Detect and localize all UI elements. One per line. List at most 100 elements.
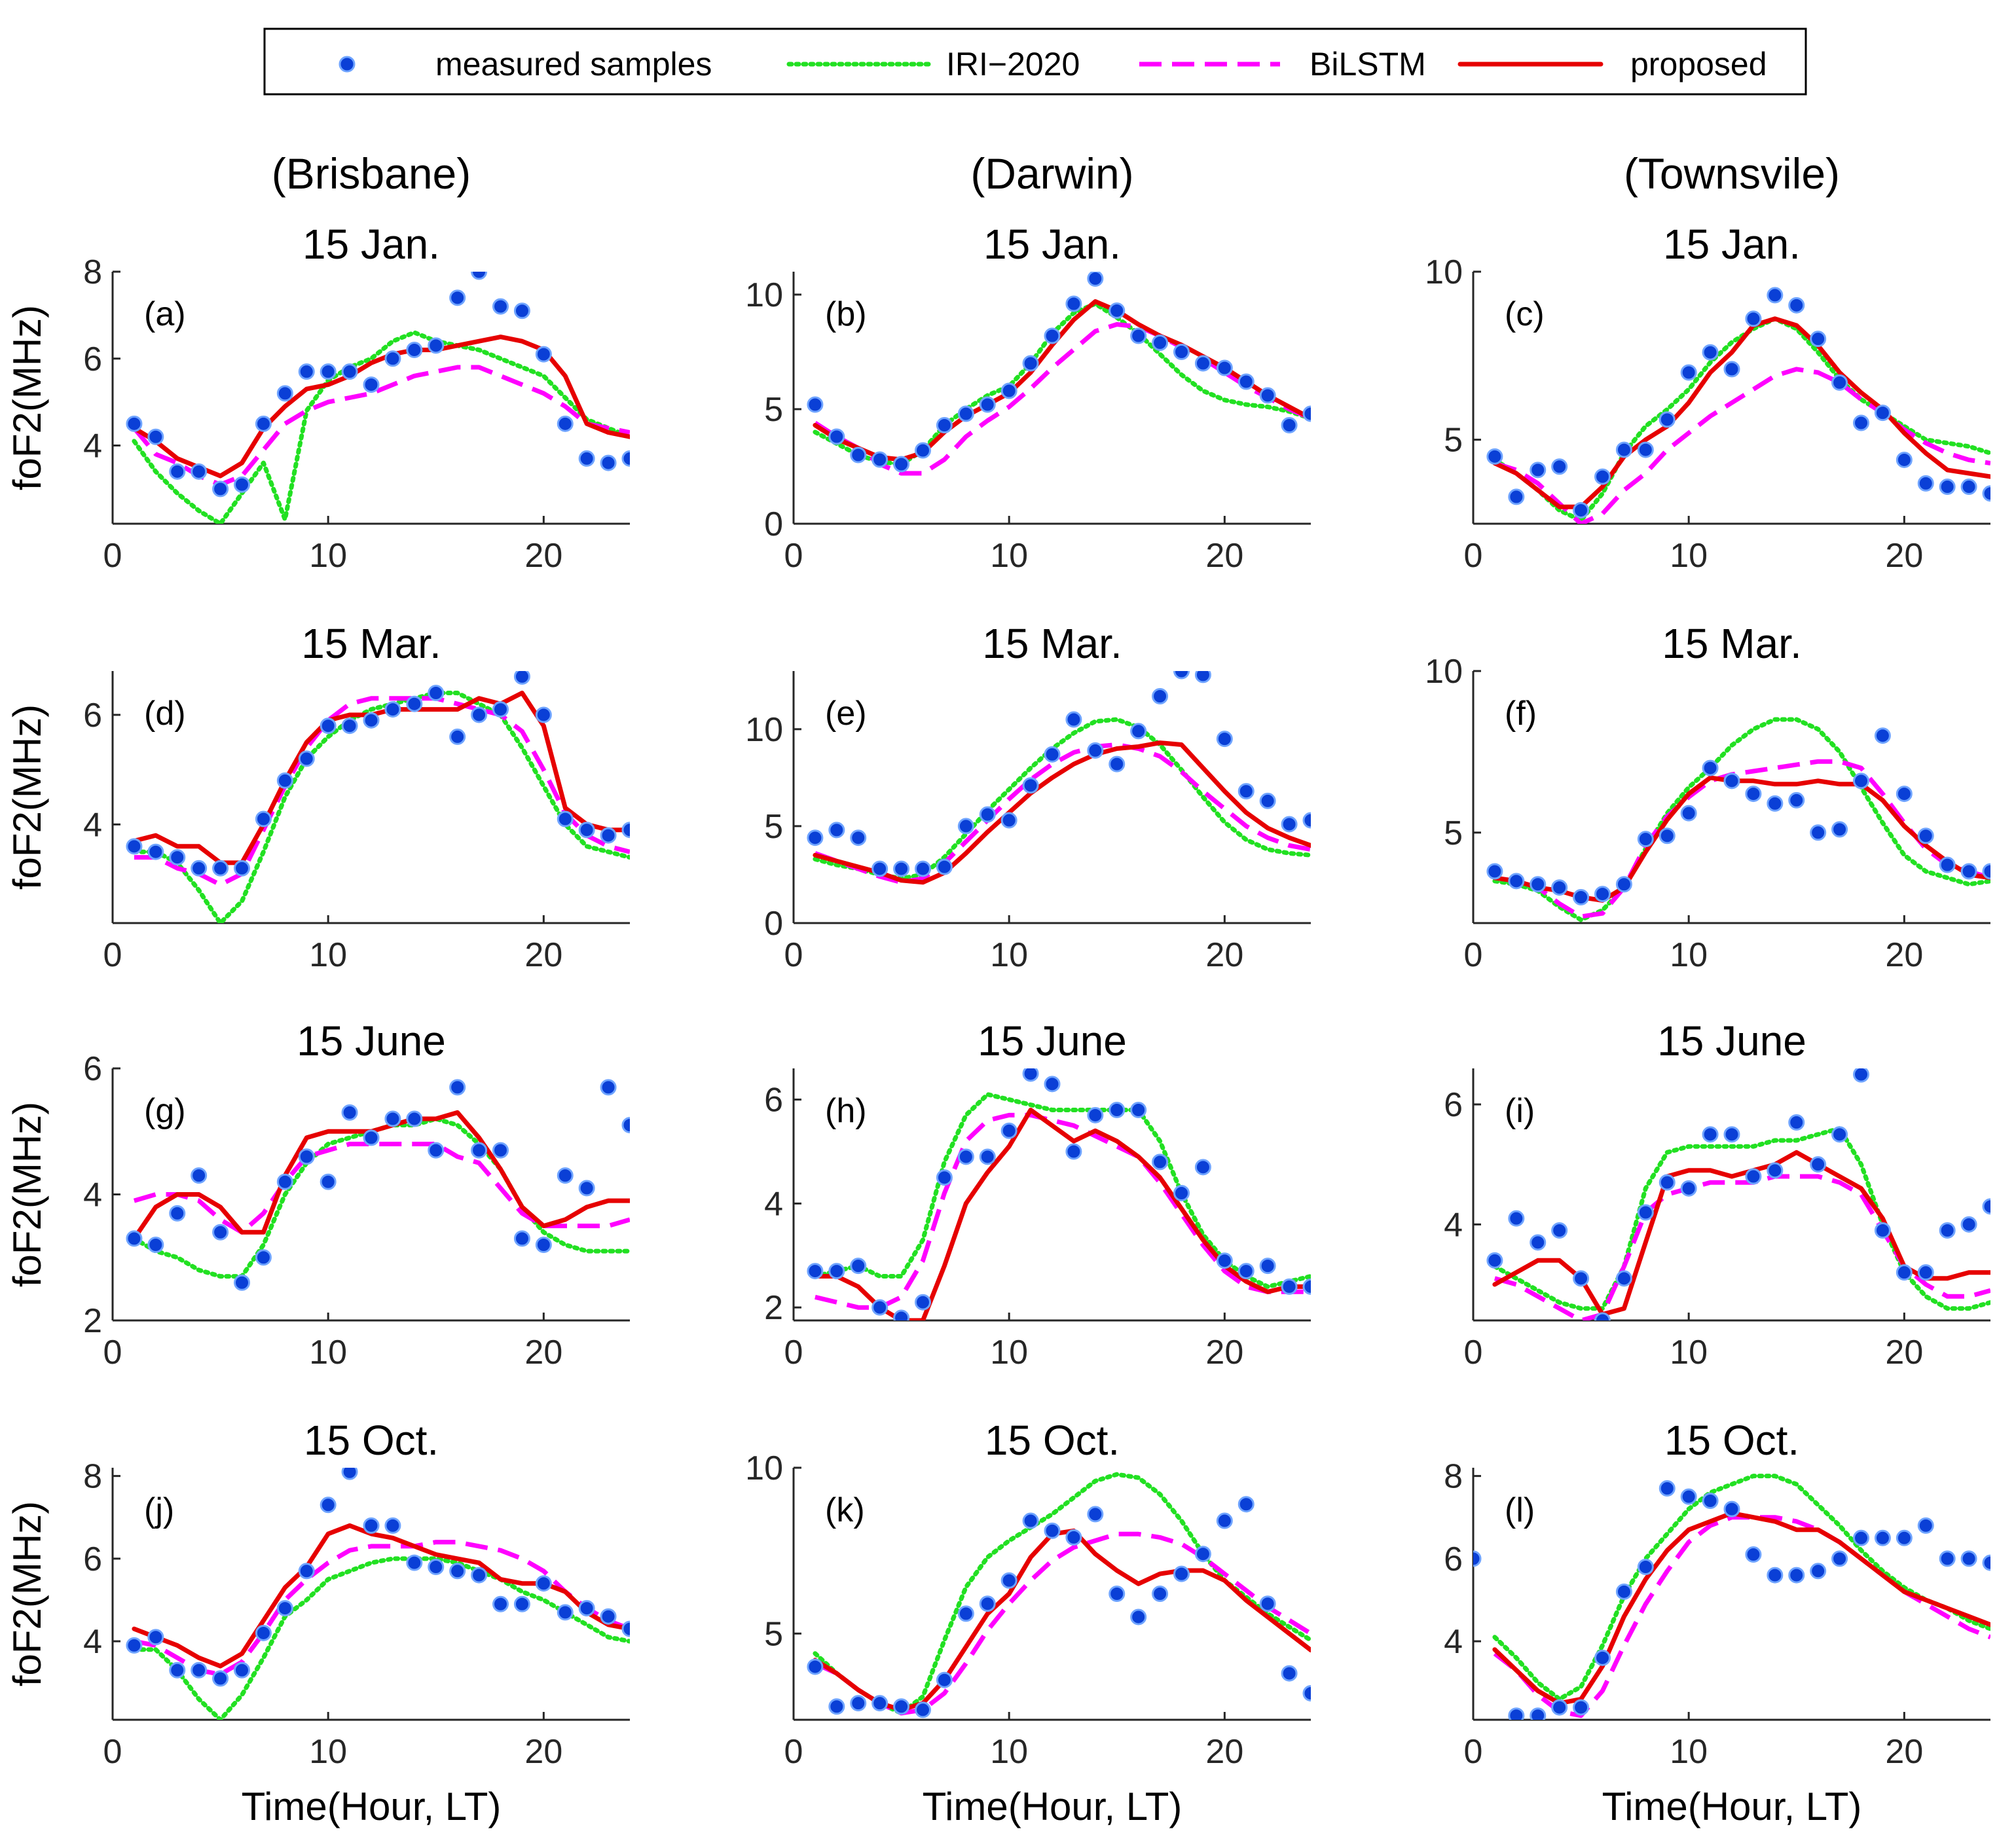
measured-point bbox=[276, 385, 293, 402]
measured-point bbox=[600, 827, 617, 844]
x-tick-label: 0 bbox=[1464, 537, 1483, 575]
measured-point bbox=[492, 1142, 509, 1159]
panel-tag: (k) bbox=[825, 1491, 865, 1529]
measured-point bbox=[1551, 458, 1568, 475]
measured-point bbox=[276, 1173, 293, 1190]
measured-point bbox=[147, 843, 164, 860]
measured-point bbox=[1939, 1550, 1956, 1567]
measured-point bbox=[1486, 448, 1503, 465]
measured-point bbox=[621, 1620, 630, 1637]
x-tick-label: 10 bbox=[1670, 1733, 1708, 1771]
measured-point bbox=[1173, 1565, 1190, 1582]
y-tick-label: 10 bbox=[745, 276, 783, 314]
x-tick-label: 10 bbox=[1670, 936, 1708, 974]
x-tick-label: 20 bbox=[524, 537, 562, 575]
x-tick-label: 10 bbox=[990, 537, 1028, 575]
measured-point bbox=[1853, 1529, 1869, 1546]
measured-point bbox=[1530, 462, 1547, 479]
measured-point bbox=[191, 1662, 208, 1679]
measured-point bbox=[320, 363, 337, 380]
measured-point bbox=[621, 822, 630, 839]
x-tick-label: 20 bbox=[524, 1334, 562, 1372]
panel-title: 15 Mar. bbox=[301, 620, 441, 667]
measured-point bbox=[513, 1230, 530, 1247]
measured-point bbox=[449, 728, 466, 745]
panel-title: 15 June bbox=[978, 1017, 1127, 1064]
legend: measured samples IRI−2020 BiLSTM proposed bbox=[263, 27, 1807, 96]
measured-point bbox=[212, 1224, 229, 1241]
plot-area bbox=[807, 272, 1311, 476]
measured-point bbox=[915, 442, 931, 459]
measured-point bbox=[1896, 786, 1913, 803]
measured-point bbox=[492, 701, 509, 718]
x-tick-label: 20 bbox=[1885, 1733, 1923, 1771]
measured-point bbox=[1637, 1204, 1654, 1221]
measured-point bbox=[893, 1309, 910, 1320]
measured-point bbox=[1173, 671, 1190, 680]
measured-point bbox=[1130, 327, 1147, 344]
measured-point bbox=[363, 1129, 380, 1146]
panel-h: 0 10 20 2 4 6 15 June (h) bbox=[764, 1017, 1311, 1372]
measured-point bbox=[1109, 302, 1126, 319]
measured-point bbox=[1194, 671, 1211, 683]
measured-point bbox=[406, 695, 423, 712]
measured-point bbox=[979, 396, 996, 413]
measured-point bbox=[234, 1274, 250, 1291]
x-tick-label: 20 bbox=[524, 936, 562, 974]
measured-point bbox=[147, 428, 164, 445]
measured-point bbox=[1065, 1143, 1082, 1160]
panel-title: 15 Jan. bbox=[983, 221, 1121, 268]
y-tick-label: 4 bbox=[83, 427, 102, 465]
measured-point bbox=[1173, 1185, 1190, 1202]
measured-point bbox=[513, 1595, 530, 1612]
measured-point bbox=[1486, 1252, 1503, 1269]
measured-point bbox=[557, 1167, 574, 1184]
y-tick-label: 6 bbox=[764, 1081, 783, 1119]
measured-point bbox=[1087, 1106, 1104, 1123]
measured-point bbox=[1109, 1102, 1126, 1119]
measured-point bbox=[191, 463, 208, 480]
measured-point bbox=[1551, 1699, 1568, 1716]
x-axis-label: Time(Hour, LT) bbox=[923, 1785, 1182, 1828]
panel-title: 15 Oct. bbox=[1664, 1417, 1799, 1464]
measured-point bbox=[893, 860, 910, 877]
measured-point bbox=[126, 838, 143, 855]
measured-point bbox=[871, 1299, 889, 1316]
measured-point bbox=[1788, 1567, 1805, 1584]
measured-point bbox=[1767, 287, 1784, 304]
measured-point bbox=[126, 1637, 143, 1654]
series-line-proposed bbox=[1492, 316, 1990, 509]
y-tick-label: 5 bbox=[764, 391, 783, 429]
measured-point bbox=[1508, 1210, 1525, 1227]
y-tick-label: 0 bbox=[764, 905, 783, 943]
measured-point bbox=[1702, 1492, 1719, 1509]
measured-point bbox=[169, 463, 186, 480]
panel-i: 0 10 20 4 6 15 June (i) bbox=[1444, 1017, 1990, 1372]
measured-point bbox=[1702, 344, 1719, 361]
measured-point bbox=[1302, 405, 1311, 422]
series-line-bilstm bbox=[1494, 367, 1990, 524]
y-tick-label: 4 bbox=[1444, 1623, 1463, 1661]
panel-c: 0 10 20 5 10 15 Jan. (c) bbox=[1425, 221, 1990, 575]
measured-point bbox=[1896, 1264, 1913, 1281]
panel-tag: (i) bbox=[1505, 1092, 1535, 1130]
measured-point bbox=[557, 415, 574, 432]
measured-point bbox=[1152, 1154, 1169, 1171]
y-tick-label: 10 bbox=[745, 711, 783, 749]
measured-point bbox=[1810, 1156, 1827, 1173]
measured-point bbox=[1216, 1252, 1233, 1269]
column-header-0: (Brisbane) bbox=[272, 149, 471, 198]
measured-point bbox=[1982, 863, 1990, 880]
series-line-bilstm bbox=[1493, 1515, 1990, 1718]
measured-point bbox=[1788, 791, 1805, 808]
y-tick-label: 4 bbox=[83, 806, 102, 844]
measured-point bbox=[1216, 359, 1233, 376]
y-tick-label: 8 bbox=[83, 253, 102, 291]
measured-point bbox=[1659, 411, 1676, 428]
x-tick-label: 20 bbox=[1885, 936, 1923, 974]
series-line-bilstm bbox=[815, 1112, 1311, 1310]
y-tick-label: 5 bbox=[1444, 814, 1463, 852]
measured-point bbox=[276, 1600, 293, 1617]
legend-label-proposed: proposed bbox=[1630, 46, 1767, 82]
